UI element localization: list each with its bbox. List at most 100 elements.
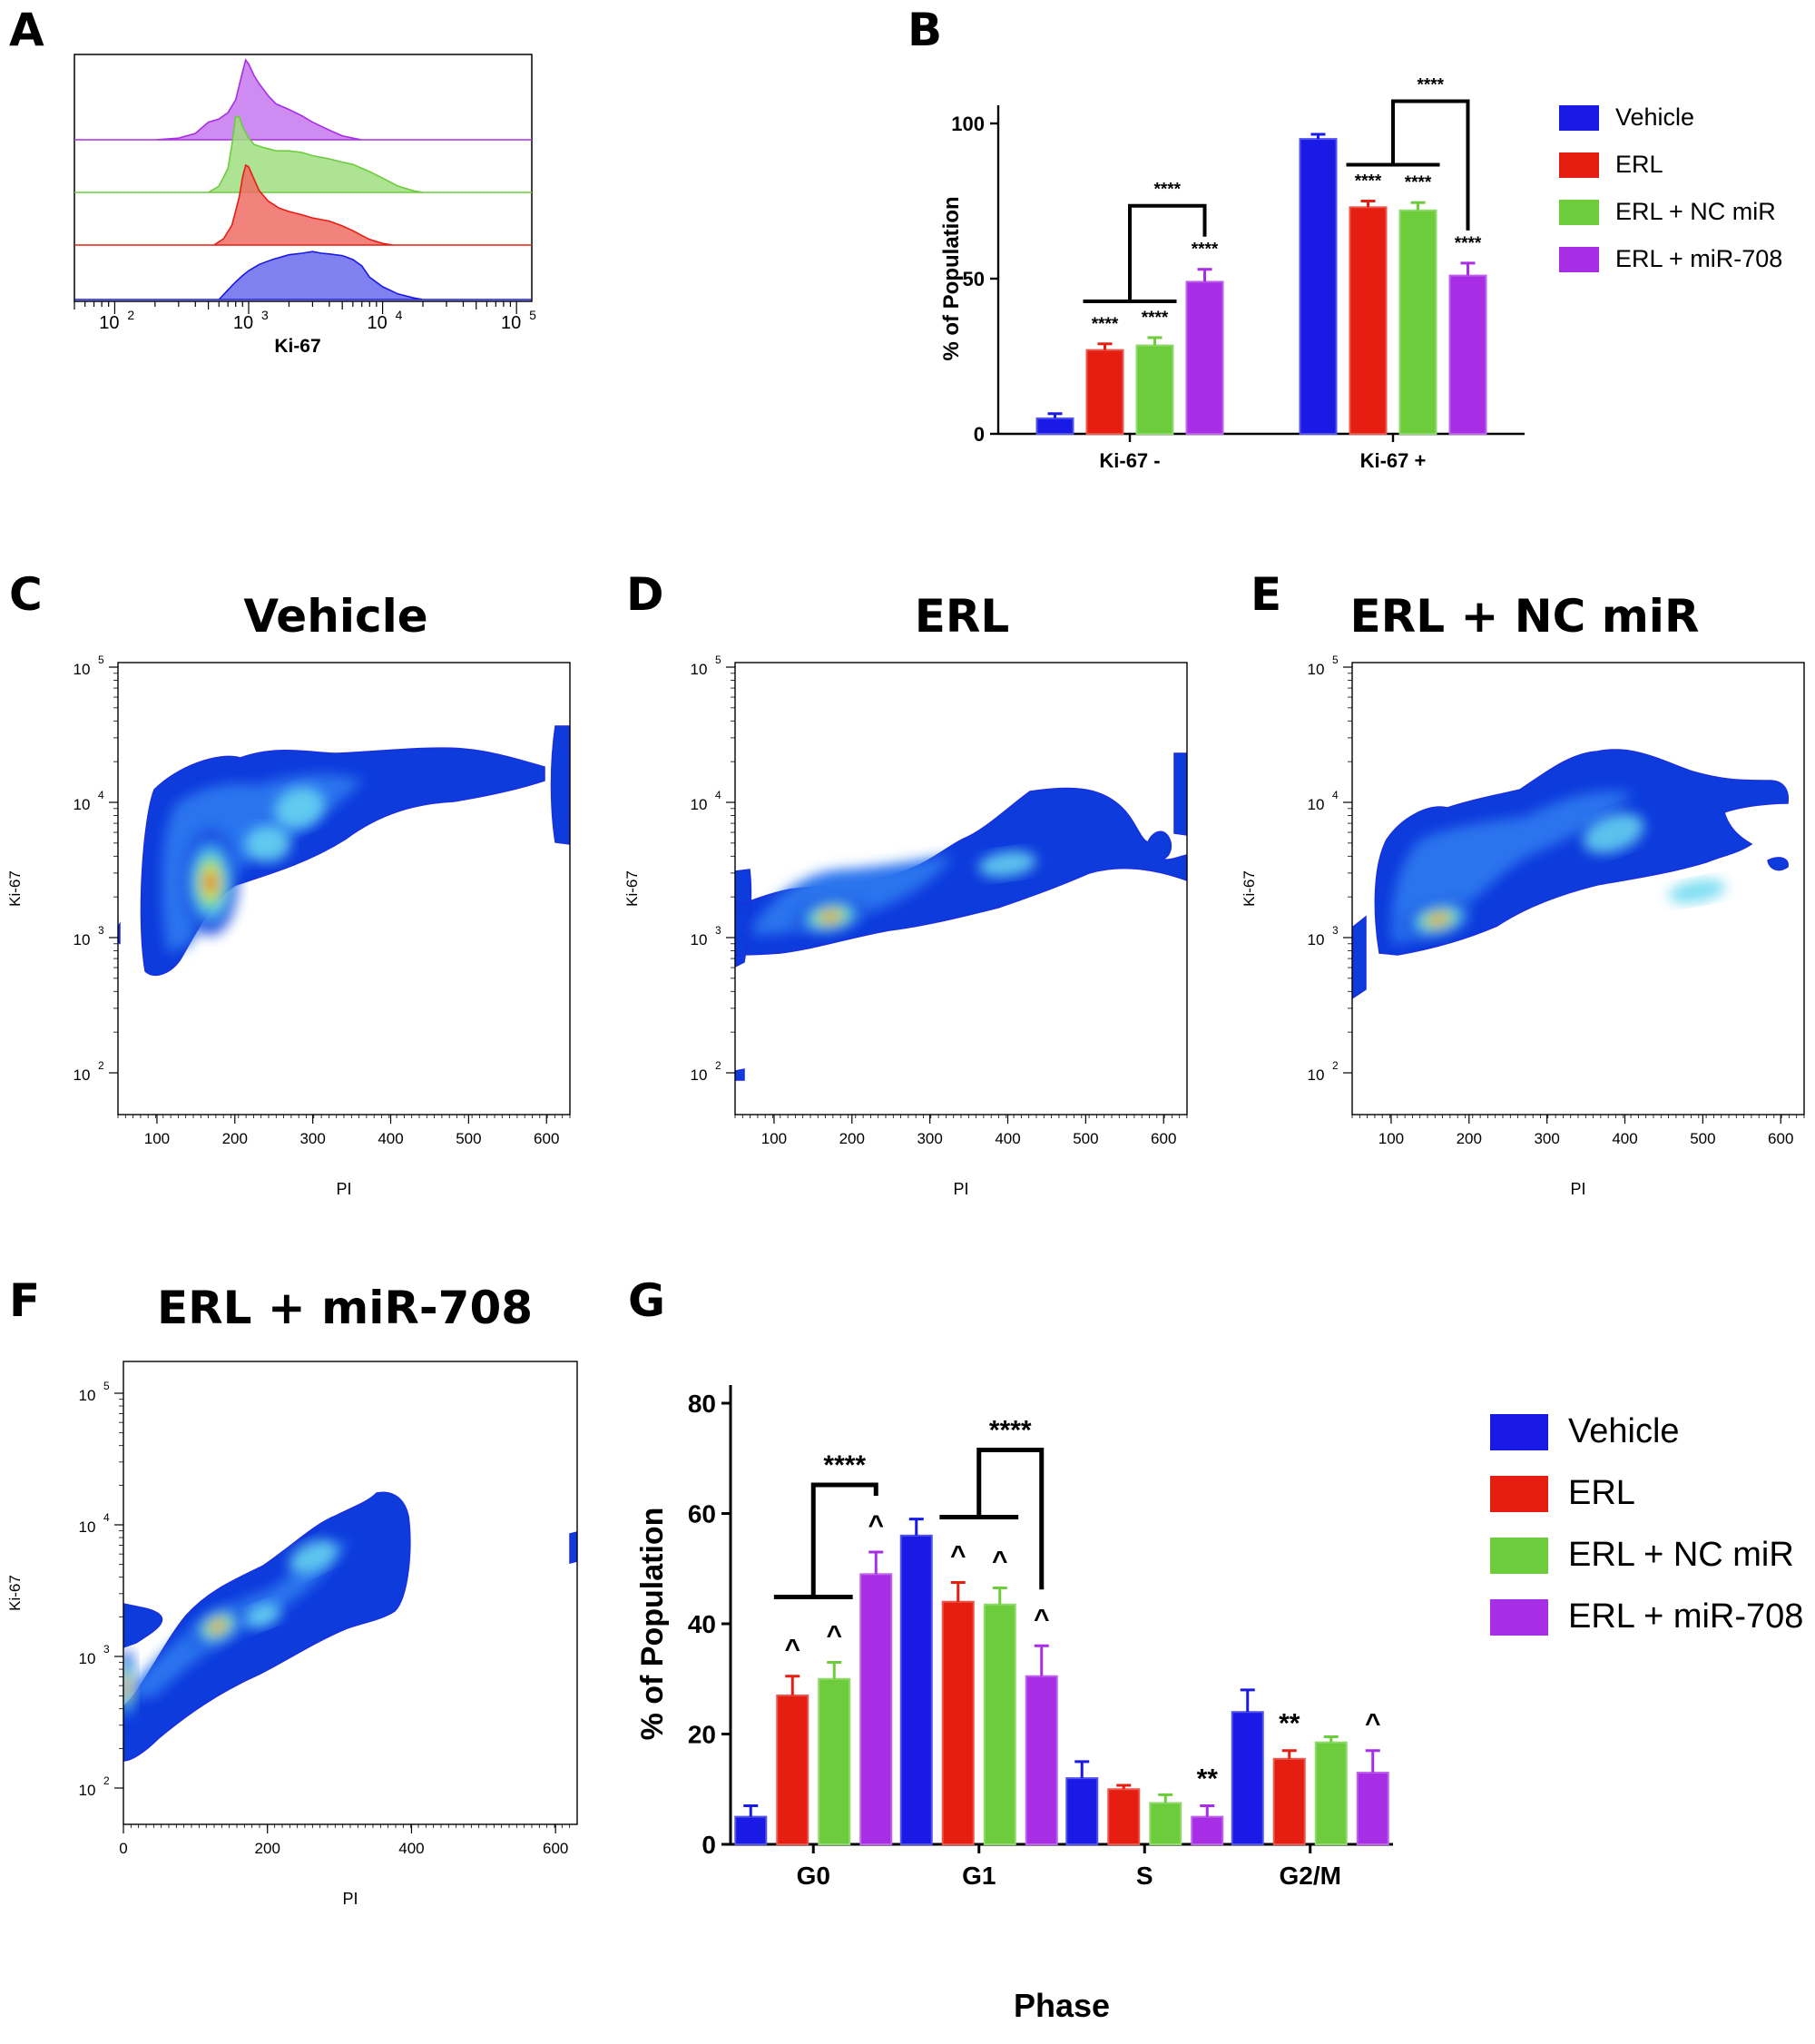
bar-erl_mir <box>1448 274 1487 435</box>
bar-vehicle <box>1035 417 1074 435</box>
x-tick-exponent: 2 <box>127 308 134 322</box>
y-tick-label: 10 <box>691 1066 708 1084</box>
legend-label: ERL + miR-708 <box>1568 1597 1804 1636</box>
legend-swatch <box>1490 1413 1548 1450</box>
significance-mark: ^ <box>992 1547 1008 1577</box>
y-tick-label: 10 <box>79 1387 96 1404</box>
significance-mark: ^ <box>826 1621 842 1651</box>
y-axis-label: Ki-67 <box>6 870 24 907</box>
y-tick-exponent: 3 <box>103 1643 110 1656</box>
y-tick-label: 10 <box>1308 1066 1325 1084</box>
bar-erl_mir <box>859 1573 893 1845</box>
significance-mark: ^ <box>950 1540 966 1570</box>
density-peak <box>1402 899 1475 939</box>
x-tick-exponent: 5 <box>529 308 536 322</box>
legend-g-item-erl-mir: ERL + miR-708 <box>1490 1597 1803 1636</box>
y-axis-label: Ki-67 <box>1241 870 1258 907</box>
density-title-erl: ERL <box>914 590 1010 643</box>
density-secondary <box>1583 812 1644 854</box>
bar-erl <box>776 1694 809 1845</box>
y-tick-label: 10 <box>1308 931 1325 948</box>
density-secondary <box>978 850 1036 878</box>
significance-mark: **** <box>1455 234 1482 253</box>
y-tick-label: 40 <box>688 1610 716 1638</box>
bar-vehicle <box>1299 138 1338 435</box>
density-contours <box>1352 749 1790 999</box>
x-tick-label: 200 <box>222 1130 248 1147</box>
legend-g-item-vehicle: Vehicle <box>1490 1412 1680 1451</box>
significance-mark: ** <box>1197 1764 1219 1793</box>
y-tick-label: 10 <box>1308 661 1325 678</box>
density-contours <box>735 752 1187 1081</box>
density-title-erl-nc: ERL + NC miR <box>1349 590 1700 643</box>
bar-erl_nc <box>1135 344 1174 435</box>
significance-mark: **** <box>1405 173 1432 192</box>
legend-label: Vehicle <box>1568 1412 1680 1450</box>
bar-erl_mir <box>1191 1815 1224 1845</box>
significance-mark: **** <box>1092 315 1119 334</box>
y-tick-exponent: 4 <box>715 789 721 801</box>
legend-swatch <box>1490 1598 1548 1636</box>
legend-b-item-erl: ERL <box>1559 151 1663 179</box>
x-tick-label: G0 <box>797 1862 830 1890</box>
bar-erl_mir <box>1185 280 1224 436</box>
legend-label: ERL + NC miR <box>1615 198 1776 225</box>
x-tick-label: 200 <box>1457 1130 1482 1147</box>
density-outline <box>1352 749 1790 999</box>
significance-mark: **** <box>1192 241 1219 260</box>
bar-vehicle <box>1231 1711 1264 1846</box>
y-axis-label: Ki-67 <box>6 1575 24 1611</box>
x-tick-exponent: 4 <box>396 308 403 322</box>
x-tick-label: G1 <box>962 1862 996 1890</box>
y-tick-label: 60 <box>688 1500 716 1528</box>
legend-label: ERL <box>1615 151 1663 178</box>
legend-g-item-erl-nc: ERL + NC miR <box>1490 1536 1794 1575</box>
density-title-erl-mir: ERL + miR-708 <box>156 1282 534 1334</box>
density-peak <box>123 1650 136 1723</box>
density-plot-erl: 100 200 300 400 500 600 10 2 10 3 10 4 10 5 PI Ki-67 <box>623 653 1188 1198</box>
density-peak <box>183 830 238 935</box>
significance-mark: **** <box>1417 76 1444 95</box>
bar-erl_nc <box>1314 1741 1348 1845</box>
significance-mark: ^ <box>784 1635 800 1665</box>
bar-erl_nc <box>1149 1802 1182 1845</box>
panel-letter-b: B <box>908 4 943 56</box>
legend-swatch <box>1490 1475 1548 1512</box>
y-tick-exponent: 2 <box>98 1059 104 1072</box>
y-axis-label: % of Population <box>939 196 964 360</box>
x-tick-label: 200 <box>839 1130 865 1147</box>
x-tick-label: 400 <box>995 1130 1020 1147</box>
significance-bracket <box>773 1482 878 1600</box>
x-tick-label: Ki-67 - <box>1099 449 1160 472</box>
significance-mark: **** <box>989 1415 1032 1445</box>
y-tick-exponent: 4 <box>103 1511 110 1524</box>
x-tick-label: G2/M <box>1280 1862 1341 1890</box>
legend-swatch <box>1559 199 1599 225</box>
y-tick-exponent: 5 <box>98 653 104 666</box>
y-tick-label: 10 <box>691 931 708 948</box>
density-secondary <box>274 787 325 829</box>
y-tick-label: 10 <box>74 796 91 813</box>
y-tick-exponent: 3 <box>1332 924 1339 937</box>
x-tick-label: 300 <box>299 1130 325 1147</box>
y-tick-label: 50 <box>963 268 985 290</box>
legend-swatch <box>1559 246 1599 272</box>
y-tick-exponent: 4 <box>98 789 104 801</box>
y-tick-exponent: 2 <box>1332 1059 1339 1072</box>
x-tick-label: 400 <box>378 1130 403 1147</box>
bar-erl <box>1085 349 1124 435</box>
x-axis-label: Ki-67 <box>274 336 320 357</box>
density-plot-erl-nc: 100 200 300 400 500 600 10 2 10 3 10 4 10 5 PI Ki-67 <box>1241 653 1805 1198</box>
x-tick-label: 0 <box>119 1840 127 1857</box>
bar-erl <box>1349 206 1388 435</box>
significance-mark: **** <box>823 1450 866 1480</box>
legend-b-item-erl-mir: ERL + miR-708 <box>1559 245 1782 273</box>
histogram-series-erl <box>74 163 532 246</box>
density-secondary <box>289 1539 338 1574</box>
x-tick-label: 600 <box>543 1840 568 1857</box>
density-secondary <box>245 826 290 862</box>
bar-vehicle <box>1065 1777 1099 1846</box>
y-tick-exponent: 4 <box>1332 789 1339 801</box>
density-secondary <box>1668 879 1726 904</box>
